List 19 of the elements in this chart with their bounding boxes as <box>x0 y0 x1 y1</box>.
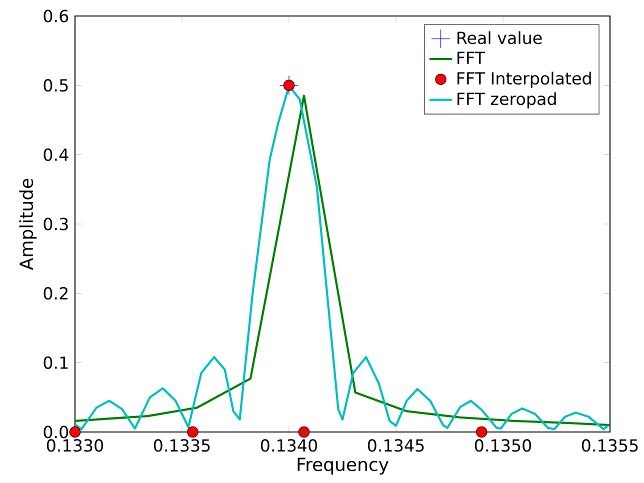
y-tick-label: 0.4 <box>44 148 68 161</box>
legend-label: FFT <box>458 52 486 64</box>
y-tick-label: 0.5 <box>44 79 68 92</box>
y-tick-label: 0.1 <box>44 356 68 369</box>
y-tick-label: 0.6 <box>44 10 68 22</box>
legend-label: FFT Interpolated <box>458 72 591 88</box>
y-axis-title: Amplitude <box>19 178 37 270</box>
x-tick-label: 0.1335 <box>154 439 210 452</box>
legend-label: Real value <box>458 31 542 44</box>
legend-label: FFT zeropad <box>458 92 556 108</box>
y-tick-label: 0.3 <box>44 218 68 230</box>
x-tick-label: 0.1340 <box>260 439 318 452</box>
x-tick-label: 0.1350 <box>474 439 532 452</box>
x-tick-label: 0.1355 <box>582 439 638 452</box>
x-tick-label: 0.1345 <box>368 439 424 452</box>
x-tick-label: 0.1330 <box>46 439 104 452</box>
y-tick-label: 0.0 <box>44 426 68 438</box>
x-axis-title: Frequency <box>298 458 388 475</box>
y-tick-label: 0.2 <box>44 287 68 300</box>
